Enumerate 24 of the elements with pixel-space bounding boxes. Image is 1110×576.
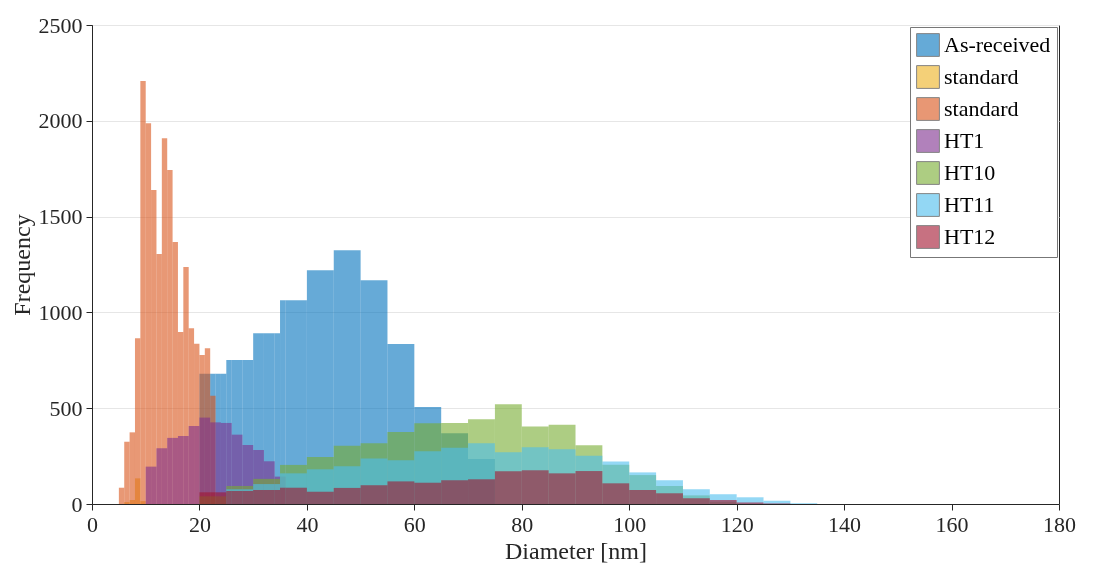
x-axis-title: Diameter [nm] [505, 537, 647, 564]
legend-label: HT1 [944, 128, 985, 153]
legend-label: standard [944, 64, 1019, 89]
x-tick-label: 60 [403, 511, 426, 537]
x-tick-label: 140 [828, 511, 862, 537]
x-tick-label: 20 [188, 511, 211, 537]
y-tick-label: 2500 [38, 12, 83, 38]
x-tick-label: 40 [296, 511, 319, 537]
legend-label: HT10 [944, 160, 996, 185]
legend-label: HT12 [944, 224, 996, 249]
x-tick-label: 100 [613, 511, 647, 537]
x-tick-label: 180 [1043, 511, 1076, 537]
x-tick-label: 160 [935, 511, 969, 537]
y-tick-label: 1500 [38, 204, 83, 230]
y-tick-label: 0 [71, 491, 83, 517]
legend-label: HT11 [944, 192, 995, 217]
y-axis-title: Frequency [8, 214, 35, 316]
legend-label: As-received [944, 32, 1051, 57]
y-tick-label: 1000 [38, 299, 83, 325]
x-tick-label: 120 [720, 511, 754, 537]
y-tick-label: 500 [49, 395, 83, 421]
y-tick-label: 2000 [38, 108, 83, 134]
legend-label: standard [944, 96, 1019, 121]
x-tick-label: 80 [511, 511, 534, 537]
